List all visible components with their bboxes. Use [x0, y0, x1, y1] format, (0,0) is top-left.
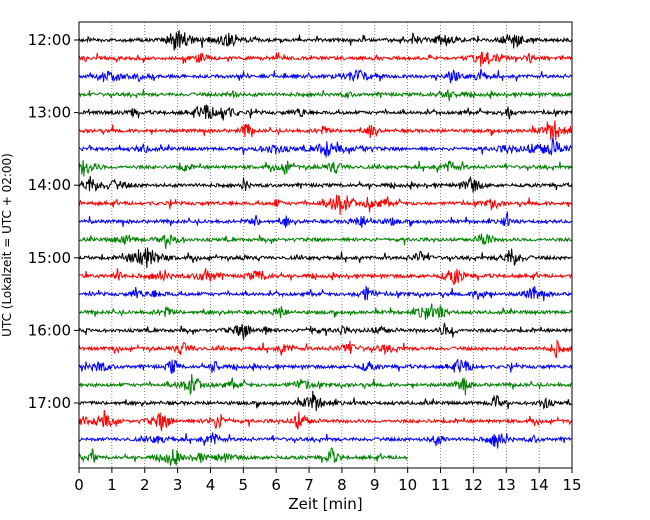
trace-1700 — [78, 390, 573, 412]
x-tick-label: 2 — [140, 476, 150, 494]
y-tick-label: 16:00 — [28, 321, 71, 339]
x-axis-label: Zeit [min] — [288, 495, 362, 513]
trace-1400 — [78, 175, 573, 193]
trace-1345 — [78, 160, 573, 177]
y-tick-label: 12:00 — [28, 31, 71, 49]
x-tick-label: 10 — [398, 476, 417, 494]
trace-1300 — [78, 104, 573, 121]
grid-lines — [111, 22, 540, 468]
trace-1600 — [78, 322, 573, 340]
trace-1230 — [78, 68, 573, 84]
traces — [78, 30, 573, 466]
x-tick-label: 14 — [530, 476, 549, 494]
trace-1615 — [78, 339, 573, 359]
trace-1445 — [78, 232, 573, 249]
x-tick-label: 15 — [562, 476, 581, 494]
trace-1415 — [78, 194, 573, 215]
x-tick-label: 1 — [107, 476, 117, 494]
trace-1730 — [78, 432, 573, 449]
trace-1430 — [78, 211, 573, 228]
x-tick-label: 9 — [370, 476, 380, 494]
y-tick-label: 13:00 — [28, 104, 71, 122]
trace-1215 — [78, 51, 573, 67]
y-axis: 12:00 13:00 14:00 15:00 16:00 17:00 — [28, 31, 79, 412]
trace-1245 — [78, 88, 573, 102]
trace-1545 — [78, 303, 573, 320]
x-tick-label: 8 — [337, 476, 347, 494]
trace-1330 — [78, 137, 573, 158]
y-tick-label: 15:00 — [28, 249, 71, 267]
y-axis-label: UTC (Lokalzeit = UTC + 02:00) — [0, 153, 14, 337]
y-tick-label: 17:00 — [28, 394, 71, 412]
x-tick-label: 6 — [271, 476, 281, 494]
x-tick-label: 12 — [464, 476, 483, 494]
trace-1745 — [78, 447, 408, 466]
x-tick-label: 11 — [431, 476, 450, 494]
x-tick-label: 13 — [497, 476, 516, 494]
x-tick-label: 4 — [206, 476, 216, 494]
x-tick-label: 3 — [173, 476, 183, 494]
x-tick-label: 5 — [239, 476, 249, 494]
x-tick-label: 7 — [304, 476, 314, 494]
trace-1715 — [78, 409, 573, 432]
trace-1630 — [78, 359, 573, 374]
trace-1200 — [78, 30, 573, 51]
x-axis: 0 1 2 3 4 5 6 7 8 9 10 11 12 13 14 15 — [74, 468, 582, 494]
trace-1315 — [78, 120, 572, 141]
x-tick-label: 0 — [74, 476, 84, 494]
trace-1515 — [78, 268, 572, 286]
trace-1645 — [78, 373, 572, 396]
y-tick-label: 14:00 — [28, 176, 71, 194]
plot-frame — [78, 21, 573, 469]
trace-1500 — [78, 247, 573, 269]
trace-1530 — [78, 285, 573, 302]
